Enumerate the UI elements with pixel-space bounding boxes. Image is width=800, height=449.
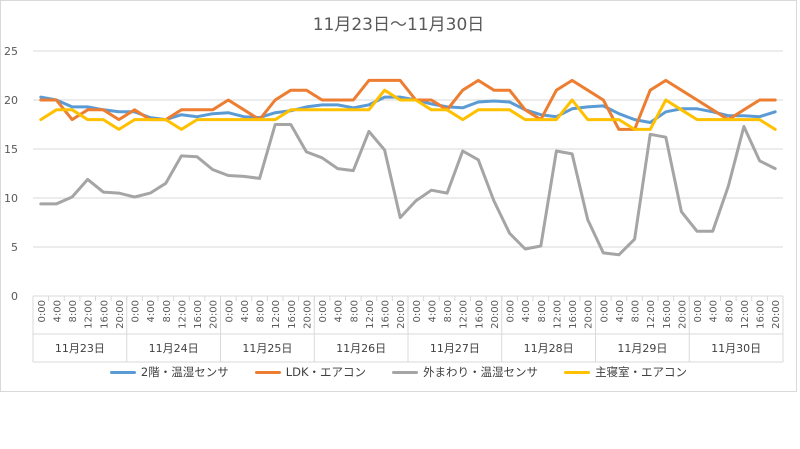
x-tick-label: 20:00 [584, 300, 595, 329]
y-tick-label: 0 [11, 290, 18, 303]
legend-label: 外まわり・温湿センサ [423, 365, 539, 379]
x-tick-label: 0:00 [599, 300, 610, 322]
x-tick-label: 4:00 [240, 300, 251, 322]
legend-swatch [254, 370, 281, 374]
legend-entry: 外まわり・温湿センサ [392, 364, 538, 380]
x-tick-label: 4:00 [521, 300, 532, 322]
day-label: 11月29日 [617, 342, 667, 355]
x-tick-label: 0:00 [318, 300, 329, 322]
x-tick-label: 4:00 [709, 300, 720, 322]
x-tick-label: 0:00 [37, 300, 48, 322]
x-tick-label: 0:00 [506, 300, 517, 322]
x-tick-label: 8:00 [537, 300, 548, 322]
legend-label: 主寝室・エアコン [595, 365, 688, 379]
x-tick-label: 12:00 [271, 300, 282, 329]
x-tick-label: 16:00 [474, 300, 485, 329]
legend-entry: 2階・温湿センサ [109, 364, 229, 380]
x-tick-label: 8:00 [256, 300, 267, 322]
x-tick-label: 8:00 [68, 300, 79, 322]
y-tick-label: 25 [4, 45, 18, 58]
legend-swatch [392, 370, 419, 374]
legend-swatch [564, 370, 591, 374]
x-tick-label: 16:00 [662, 300, 673, 329]
legend-entry: 主寝室・エアコン [564, 364, 687, 380]
chart-legend: 2階・温湿センサ LDK・エアコン 外まわり・温湿センサ 主寝室・エアコン [0, 364, 797, 380]
x-tick-label: 20:00 [115, 300, 126, 329]
y-tick-label: 15 [4, 143, 18, 156]
y-tick-label: 20 [4, 94, 18, 107]
x-tick-label: 16:00 [99, 300, 110, 329]
day-label: 11月27日 [430, 342, 480, 355]
x-tick-label: 8:00 [443, 300, 454, 322]
day-label: 11月28日 [524, 342, 574, 355]
x-tick-label: 8:00 [724, 300, 735, 322]
x-tick-label: 12:00 [459, 300, 470, 329]
day-label: 11月23日 [55, 342, 105, 355]
legend-label: 2階・温湿センサ [140, 365, 229, 379]
x-tick-label: 4:00 [146, 300, 157, 322]
legend-label: LDK・エアコン [285, 365, 367, 379]
x-tick-label: 4:00 [52, 300, 63, 322]
x-tick-label: 0:00 [693, 300, 704, 322]
x-tick-label: 12:00 [646, 300, 657, 329]
x-tick-label: 16:00 [568, 300, 579, 329]
x-tick-label: 8:00 [349, 300, 360, 322]
x-tick-label: 12:00 [84, 300, 95, 329]
day-label: 11月25日 [242, 342, 292, 355]
x-tick-label: 20:00 [209, 300, 220, 329]
legend-swatch [109, 370, 136, 374]
x-tick-label: 12:00 [740, 300, 751, 329]
x-tick-label: 0:00 [412, 300, 423, 322]
x-tick-label: 20:00 [677, 300, 688, 329]
series-line-2 [39, 123, 777, 257]
x-tick-label: 12:00 [552, 300, 563, 329]
day-label: 11月30日 [711, 342, 761, 355]
x-tick-label: 20:00 [302, 300, 313, 329]
x-tick-label: 8:00 [631, 300, 642, 322]
x-tick-label: 20:00 [490, 300, 501, 329]
day-label: 11月26日 [336, 342, 386, 355]
series-line-3 [39, 88, 777, 131]
x-tick-label: 16:00 [193, 300, 204, 329]
x-tick-label: 4:00 [615, 300, 626, 322]
x-tick-label: 16:00 [756, 300, 767, 329]
x-tick-label: 4:00 [334, 300, 345, 322]
x-tick-label: 16:00 [381, 300, 392, 329]
x-tick-label: 20:00 [396, 300, 407, 329]
x-tick-label: 8:00 [162, 300, 173, 322]
x-tick-label: 20:00 [771, 300, 782, 329]
legend-entry: LDK・エアコン [254, 364, 367, 380]
x-tick-label: 4:00 [427, 300, 438, 322]
y-tick-label: 10 [4, 192, 18, 205]
x-tick-label: 12:00 [365, 300, 376, 329]
x-tick-label: 0:00 [224, 300, 235, 322]
day-label: 11月24日 [149, 342, 199, 355]
chart-title: 11月23日～11月30日 [312, 15, 485, 35]
y-tick-label: 5 [11, 241, 18, 254]
x-tick-label: 12:00 [177, 300, 188, 329]
x-tick-label: 0:00 [131, 300, 142, 322]
series-line-1 [39, 78, 777, 131]
x-tick-label: 16:00 [287, 300, 298, 329]
